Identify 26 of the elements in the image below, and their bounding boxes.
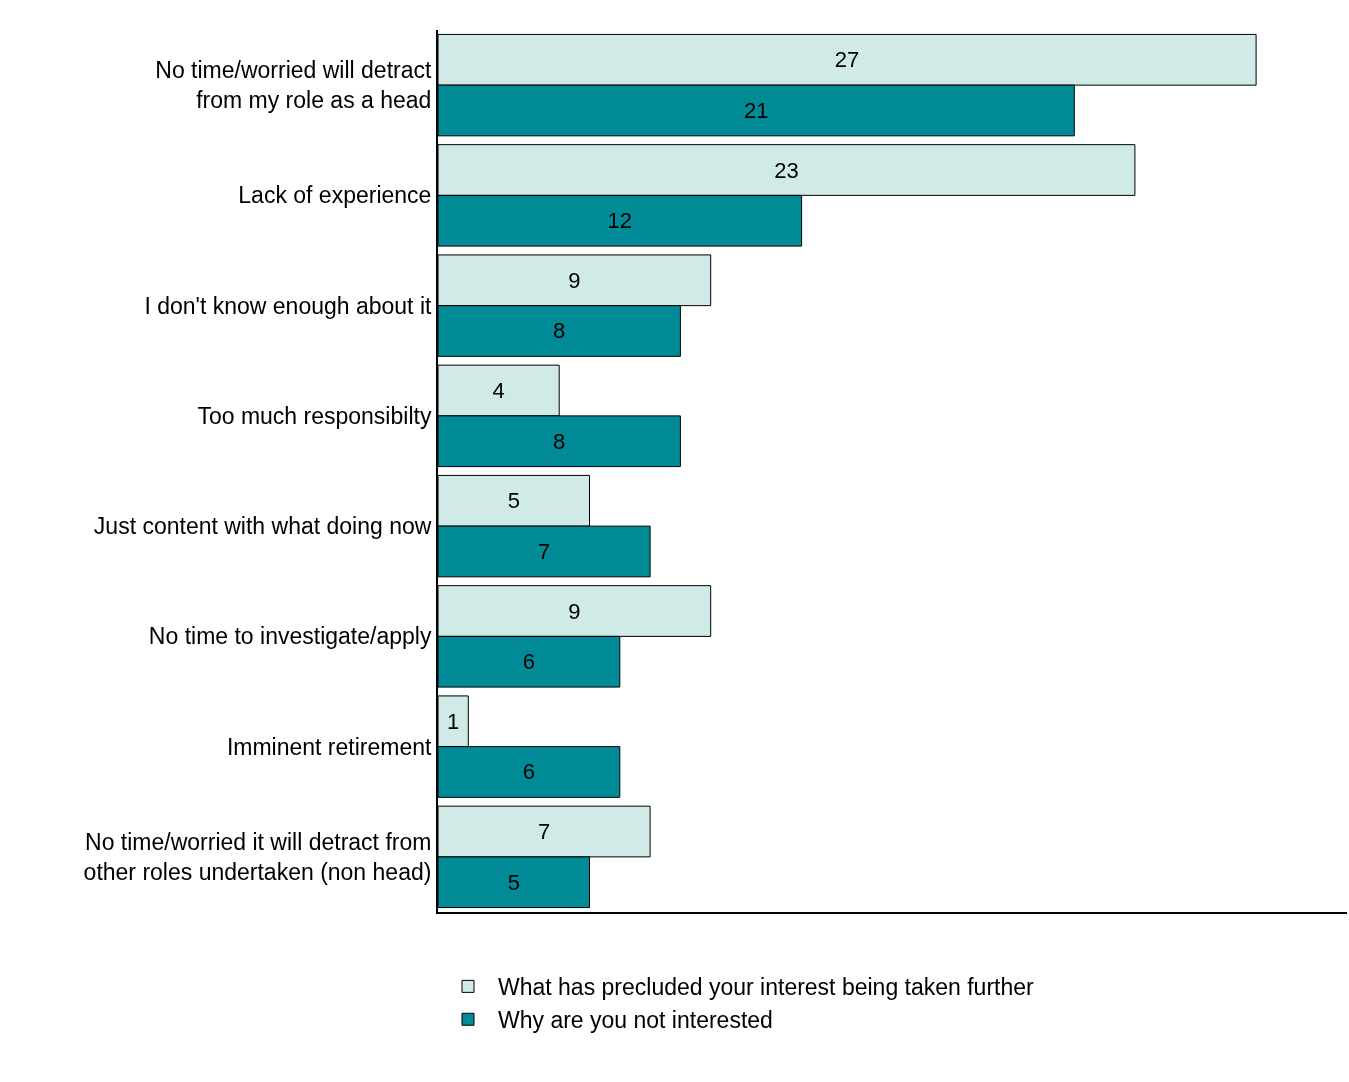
data-label: 21	[743, 97, 769, 123]
data-label: 8	[553, 428, 566, 454]
y-tick-label: I don't know enough about it	[144, 292, 432, 319]
y-tick-label: No time/worried it will detract from other roles undertaken (non head)	[83, 828, 432, 885]
data-label: 27	[834, 47, 860, 73]
y-tick-label: Too much responsibilty	[197, 402, 432, 429]
data-label: 8	[553, 318, 566, 344]
y-tick-label: No time to investigate/apply	[148, 623, 432, 650]
y-tick-label: No time/worried will detract from my role as a head	[155, 57, 432, 114]
data-label: 6	[522, 759, 536, 785]
y-tick-label: Just content with what doing now	[93, 513, 432, 540]
legend-label: Why are you not interested	[498, 1007, 773, 1034]
data-label: 23	[774, 157, 799, 183]
data-label: 12	[607, 208, 633, 234]
data-label: 9	[568, 598, 581, 624]
y-tick-label: Imminent retirement	[226, 733, 432, 760]
data-label: 5	[507, 869, 520, 895]
data-label: 1	[447, 708, 460, 734]
data-label: 7	[537, 819, 551, 845]
data-label: 6	[522, 649, 536, 675]
data-label: 7	[537, 538, 551, 564]
data-label: 9	[568, 267, 581, 293]
legend-label: What has precluded your interest being taken further	[498, 974, 1035, 1001]
y-tick-label: Lack of experience	[238, 182, 432, 209]
data-label: 5	[507, 488, 520, 514]
data-label: 4	[492, 378, 505, 404]
